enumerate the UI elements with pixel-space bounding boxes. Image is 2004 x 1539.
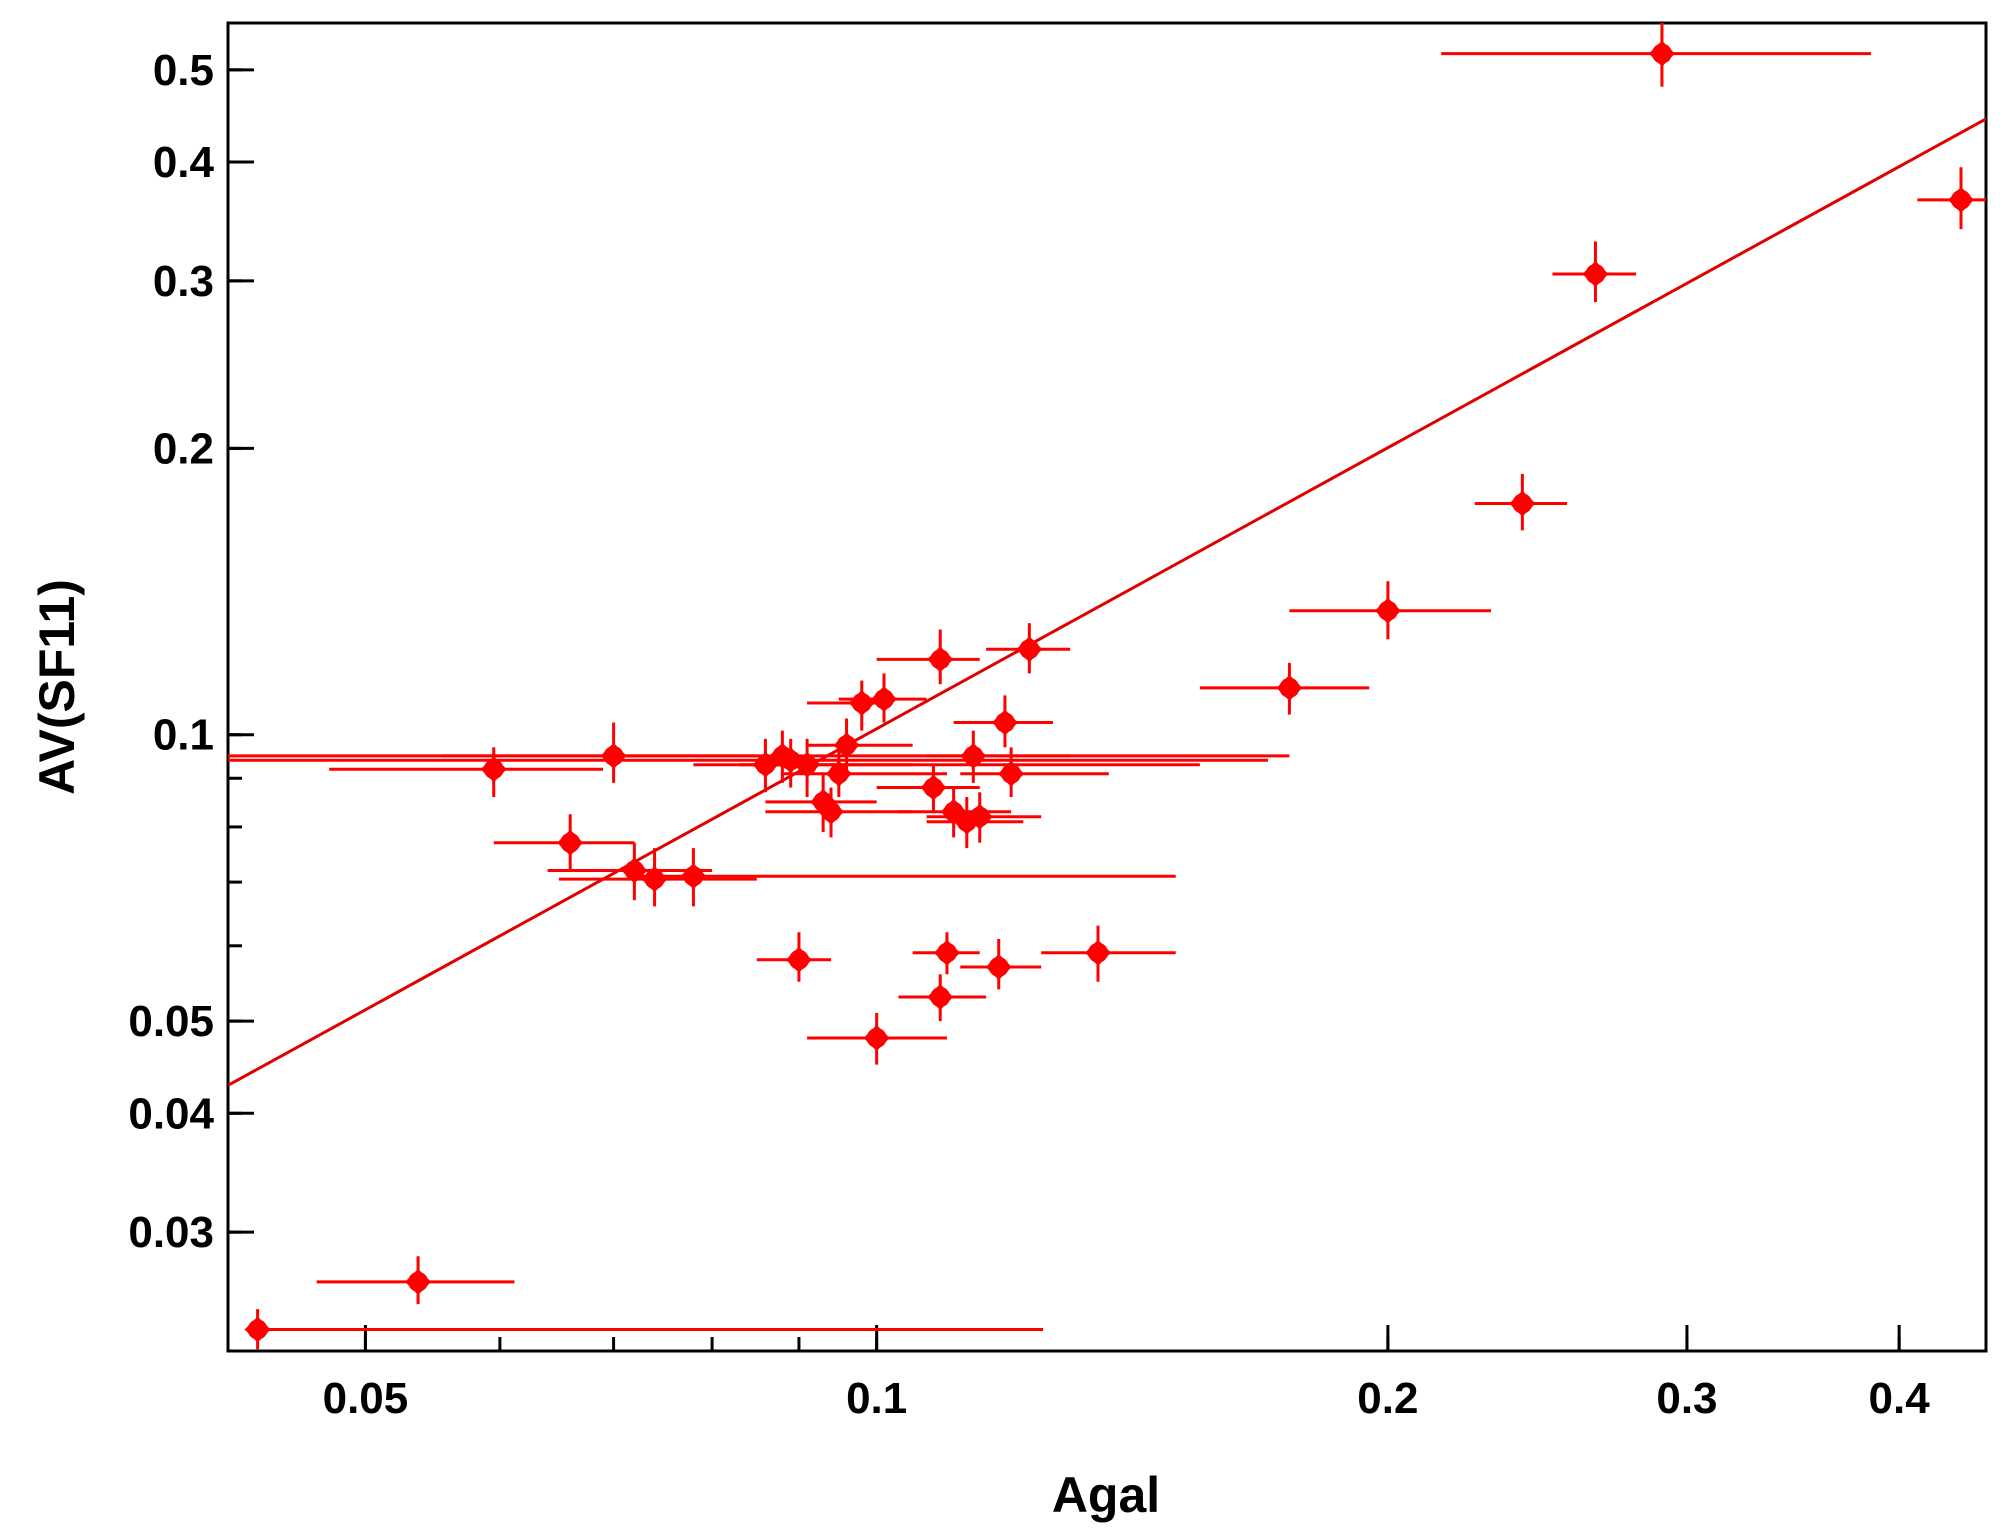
point-marker-core: [788, 949, 809, 970]
data-point: [634, 848, 1176, 907]
point-marker-core: [930, 987, 951, 1008]
x-axis: 0.05 0.1 0.2 0.3 0.4: [323, 1325, 1931, 1423]
x-tick-label: 0.3: [1656, 1374, 1717, 1423]
y-tick-label: 0.05: [128, 997, 214, 1046]
point-marker-core: [923, 777, 944, 798]
y-tick-label: 0.4: [153, 138, 215, 187]
point-marker-core: [1088, 942, 1109, 963]
point-marker-core: [874, 689, 895, 710]
point-marker-core: [1512, 493, 1533, 514]
point-marker-core: [969, 806, 990, 827]
point-marker-core: [994, 712, 1015, 733]
data-point: [765, 787, 913, 838]
point-marker-core: [866, 1027, 887, 1048]
point-marker-core: [1651, 43, 1672, 64]
x-tick-label: 0.2: [1357, 1374, 1418, 1423]
y-tick-label: 0.04: [128, 1089, 214, 1138]
data-point: [1441, 23, 1871, 87]
point-marker-core: [1377, 600, 1398, 621]
fit-line: [228, 117, 1986, 1087]
point-marker-core: [1585, 264, 1606, 285]
x-tick-label: 0.4: [1869, 1374, 1931, 1423]
data-point: [1041, 925, 1176, 982]
point-marker-core: [1019, 639, 1040, 660]
data-point: [1474, 473, 1568, 531]
x-axis-minor-ticks: [363, 1337, 1901, 1351]
y-tick-label: 0.5: [153, 46, 214, 95]
data-point: [1289, 581, 1491, 640]
y-axis: 0.03 0.04 0.05 0.1 0.2 0.3 0.4 0.5: [128, 46, 254, 1257]
data-point: [960, 938, 1042, 990]
y-tick-label: 0.1: [153, 711, 214, 760]
point-marker-core: [683, 866, 704, 887]
point-marker-core: [644, 869, 665, 890]
data-point: [244, 1309, 1044, 1350]
point-marker-core: [797, 754, 818, 775]
data-point: [898, 974, 987, 1022]
data-point: [898, 787, 1012, 838]
data-point: [782, 747, 947, 798]
x-axis-title: Agal: [1052, 1467, 1160, 1523]
data-point: [912, 932, 980, 975]
data-point: [547, 842, 713, 901]
data-point: [739, 738, 913, 798]
y-axis-title: AV(SF11): [29, 579, 85, 795]
y-tick-label: 0.3: [153, 257, 214, 306]
data-point: [1917, 167, 1986, 230]
point-marker-core: [828, 763, 849, 784]
point-marker-core: [1001, 763, 1022, 784]
data-point: [876, 629, 980, 685]
data-point: [807, 718, 913, 770]
point-marker-core: [836, 735, 857, 756]
x-tick-label: 0.05: [323, 1374, 409, 1423]
point-marker-core: [821, 801, 842, 822]
point-marker-core: [1950, 189, 1971, 210]
data-point: [960, 747, 1109, 798]
data-point: [838, 673, 927, 723]
plot-frame: [226, 21, 1988, 1353]
data-point: [1552, 241, 1637, 303]
x-tick-label: 0.1: [846, 1374, 907, 1423]
point-marker-core: [930, 649, 951, 670]
point-marker-core: [560, 832, 581, 853]
data-point: [986, 623, 1071, 674]
data-point: [926, 730, 1071, 783]
point-marker-core: [1279, 677, 1300, 698]
point-marker-core: [963, 745, 984, 766]
data-point: [228, 730, 1290, 783]
point-marker-core: [936, 942, 957, 963]
data-point: [807, 1012, 947, 1065]
point-marker-core: [851, 692, 872, 713]
data-point: [316, 1256, 515, 1305]
point-marker-core: [988, 956, 1009, 977]
point-marker-core: [408, 1271, 429, 1292]
data-point: [926, 792, 1042, 843]
point-marker-core: [483, 759, 504, 780]
y-tick-label: 0.03: [128, 1208, 214, 1257]
y-axis-minor-ticks: [228, 68, 242, 1234]
data-point: [876, 764, 980, 812]
data-point: [756, 932, 832, 982]
data-point: [1199, 662, 1370, 715]
data-point: [493, 814, 635, 871]
data-point: [953, 695, 1053, 748]
data-points: [228, 23, 1986, 1350]
point-marker-core: [247, 1319, 268, 1340]
y-tick-label: 0.2: [153, 424, 214, 473]
